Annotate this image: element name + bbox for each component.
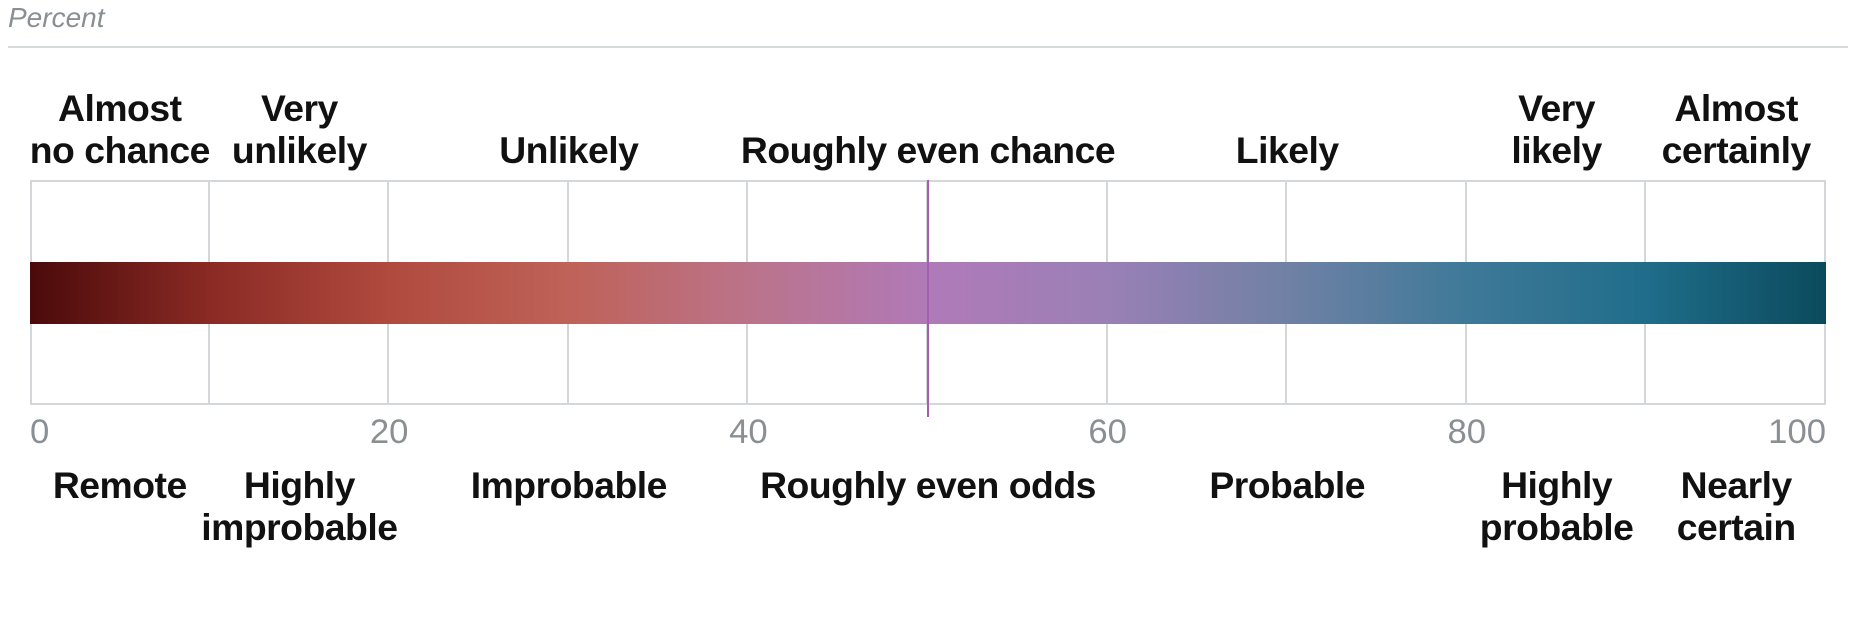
tick-label: 60 — [1088, 413, 1127, 452]
bottom-category-label: Remote — [53, 465, 187, 507]
scale-bar — [30, 180, 1826, 405]
top-category-label: Very likely — [1511, 88, 1601, 172]
midline — [927, 180, 929, 417]
bottom-category-label: Highly probable — [1480, 465, 1634, 549]
top-category-label: Unlikely — [499, 130, 638, 172]
bottom-category-label: Roughly even odds — [760, 465, 1096, 507]
tick-label: 100 — [1768, 413, 1826, 452]
tick-label: 0 — [30, 413, 49, 452]
top-category-label: Very unlikely — [232, 88, 367, 172]
bottom-category-label: Probable — [1209, 465, 1365, 507]
tick-label: 40 — [729, 413, 768, 452]
top-category-label: Roughly even chance — [741, 130, 1115, 172]
top-category-label: Likely — [1236, 130, 1339, 172]
header-rule — [8, 46, 1848, 48]
tick-label: 80 — [1448, 413, 1487, 452]
scale-area: 0 20 40 60 80 100 Almost no chance Very unlikel… — [30, 60, 1826, 619]
axis-title: Percent — [8, 2, 105, 34]
tick-label: 20 — [370, 413, 409, 452]
top-category-label: Almost no chance — [30, 88, 210, 172]
bottom-category-label: Improbable — [471, 465, 667, 507]
bottom-category-label: Highly improbable — [201, 465, 397, 549]
figure-root: Percent 0 20 40 60 80 100 Almost no chance Very… — [0, 0, 1856, 629]
top-category-label: Almost certainly — [1662, 88, 1811, 172]
bottom-category-label: Nearly certain — [1677, 465, 1796, 549]
